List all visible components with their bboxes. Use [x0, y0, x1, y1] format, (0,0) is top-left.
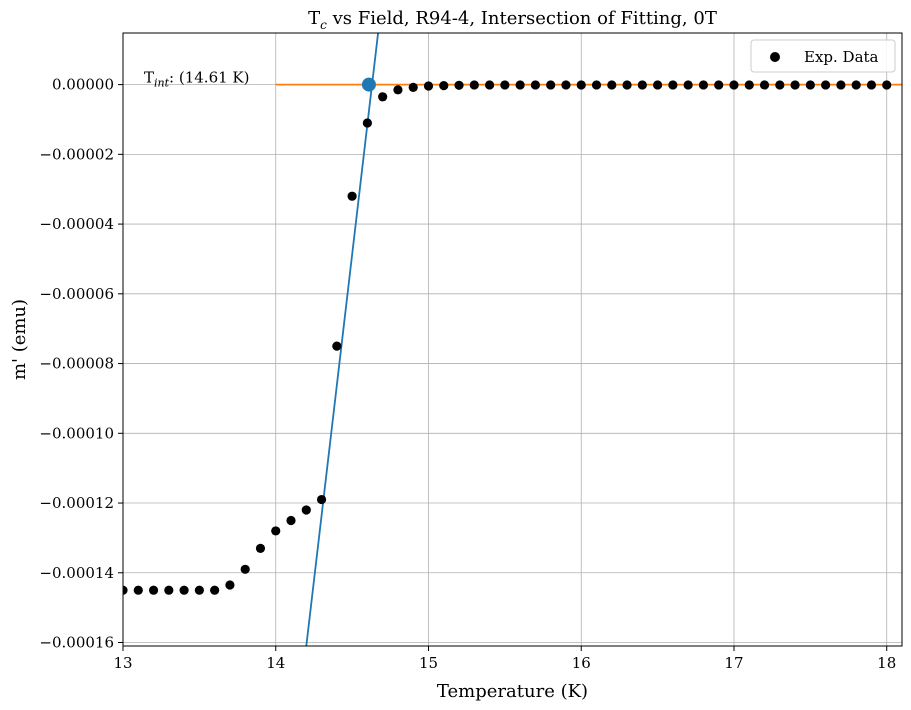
x-tick-label: 18	[877, 654, 896, 672]
x-tick-label: 13	[113, 654, 132, 672]
y-tick-label: −0.00010	[39, 424, 114, 442]
legend-marker-exp-data	[770, 52, 780, 62]
data-point	[148, 585, 159, 595]
intersection-label-main: T	[144, 69, 154, 87]
data-point	[347, 191, 357, 201]
data-point	[240, 564, 250, 574]
data-point	[286, 515, 296, 526]
data-point	[500, 80, 510, 90]
axes: 13 14 15 16 17 18 0.00000 −0.00002 −0.00004 −0.00…	[39, 76, 896, 672]
fit-line-transition	[305, 33, 379, 646]
x-tick-label: 16	[572, 654, 591, 672]
y-tick-label: −0.00012	[39, 494, 114, 512]
data-point	[378, 92, 388, 102]
chart-title: Tc vs Field, R94-4, Intersection of Fitt…	[308, 8, 717, 32]
data-point	[439, 81, 449, 91]
data-point	[301, 505, 311, 515]
intersection-label-rest: : (14.61 K)	[169, 69, 249, 87]
data-point	[133, 585, 143, 595]
data-point	[316, 494, 327, 505]
data-point	[225, 580, 235, 590]
data-point	[683, 80, 693, 90]
data-point	[393, 85, 403, 95]
y-tick-label: −0.00002	[39, 145, 114, 163]
data-point	[469, 80, 479, 90]
data-point	[362, 118, 372, 128]
y-tick-label: −0.00008	[39, 355, 114, 373]
data-point	[561, 80, 571, 90]
data-point	[790, 80, 800, 90]
y-tick-label: 0.00000	[52, 76, 114, 94]
y-tick-label: −0.00004	[39, 215, 114, 233]
data-point	[729, 80, 739, 90]
data-point	[530, 80, 541, 90]
data-point	[408, 82, 418, 92]
data-point	[836, 80, 846, 90]
data-point	[622, 80, 632, 90]
data-point	[546, 80, 556, 90]
data-point	[332, 341, 342, 351]
data-point	[821, 80, 831, 90]
y-tick-label: −0.00014	[39, 564, 114, 582]
data-point	[637, 80, 647, 90]
data-point	[866, 80, 877, 90]
data-point	[515, 80, 525, 90]
data-point	[698, 80, 709, 90]
data-point	[164, 585, 174, 595]
chart-title-main: T	[308, 8, 320, 29]
data-point	[775, 80, 785, 90]
plot-frame	[122, 32, 903, 647]
data-point	[454, 80, 464, 90]
data-point	[423, 81, 434, 91]
data-point	[759, 80, 770, 90]
data-point	[714, 80, 724, 90]
plot-series	[123, 33, 902, 646]
data-point	[744, 80, 754, 90]
legend-label-exp-data: Exp. Data	[804, 48, 879, 66]
data-point	[210, 585, 220, 595]
x-tick-label: 14	[266, 654, 285, 672]
x-tick-label: 17	[724, 654, 743, 672]
data-point	[123, 585, 128, 595]
data-point	[255, 543, 266, 553]
data-point	[851, 80, 861, 90]
x-axis-label: Temperature (K)	[437, 681, 588, 702]
plot-area	[123, 33, 902, 646]
data-point	[882, 80, 892, 90]
data-point	[484, 80, 495, 90]
intersection-point	[361, 77, 376, 92]
data-point	[591, 80, 602, 90]
y-tick-label: −0.00016	[39, 634, 114, 652]
y-tick-label: −0.00006	[39, 285, 114, 303]
y-axis-label: m' (emu)	[9, 299, 30, 380]
data-point	[179, 585, 189, 595]
legend-box	[750, 39, 896, 73]
data-point	[194, 585, 204, 595]
data-point	[653, 80, 663, 90]
data-point	[805, 80, 815, 90]
x-tick-label: 15	[419, 654, 438, 672]
intersection-label-subscript: int	[154, 77, 170, 90]
legend: Exp. Data	[750, 39, 896, 73]
data-point	[607, 80, 617, 90]
chart-title-subscript: c	[320, 18, 327, 32]
data-point	[271, 526, 281, 536]
data-point	[576, 80, 586, 90]
data-point	[668, 80, 678, 90]
chart-title-rest: vs Field, R94-4, Intersection of Fitting…	[327, 8, 717, 29]
grid-lines	[122, 33, 902, 646]
intersection-annotation: Tint: (14.61 K)	[144, 69, 250, 90]
